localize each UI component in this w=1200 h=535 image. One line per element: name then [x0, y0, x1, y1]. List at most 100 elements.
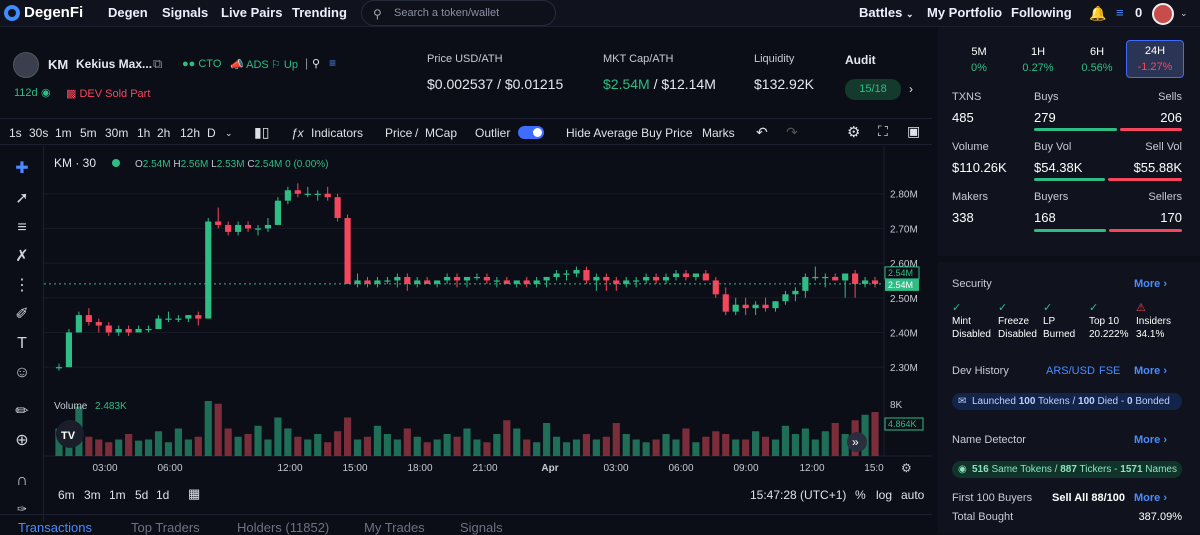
- redo-icon[interactable]: ↷: [786, 124, 798, 140]
- pattern-icon[interactable]: ✗: [15, 248, 29, 265]
- volume-bar: [821, 431, 829, 456]
- interval-1s[interactable]: 1s: [9, 126, 22, 140]
- nav-live-pairs[interactable]: Live Pairs: [221, 5, 283, 20]
- check-icon: ✓: [1043, 302, 1053, 314]
- ruler-icon[interactable]: ✏: [15, 403, 29, 420]
- period-24h[interactable]: 24H -1.27%: [1126, 40, 1184, 78]
- mcap-toggle[interactable]: MCap: [425, 126, 458, 140]
- dev-history-more-button[interactable]: More ›: [1134, 365, 1168, 377]
- pencil-lock-icon[interactable]: ✑: [16, 502, 28, 516]
- interval-1h[interactable]: 1h: [137, 126, 151, 140]
- volume-bar: [254, 425, 262, 456]
- price-chart[interactable]: 2.80M 2.70M 2.60M 2.50M 2.40M 2.30M 2.54M 2.54M…: [44, 146, 932, 482]
- date-range-icon[interactable]: ▦: [188, 486, 201, 501]
- crosshair-icon[interactable]: ✚: [15, 160, 29, 177]
- first100-more-button[interactable]: More ›: [1134, 492, 1168, 504]
- camera-icon[interactable]: ▣: [907, 123, 921, 139]
- range-1m[interactable]: 1m: [109, 488, 126, 502]
- period-1h[interactable]: 1H 0.27%: [1009, 42, 1067, 93]
- volume-bar: [582, 434, 591, 456]
- outlier-toggle[interactable]: [518, 126, 544, 139]
- ads-badge[interactable]: 📣 ADS: [230, 59, 269, 71]
- auto-scale-button[interactable]: auto: [901, 488, 925, 502]
- up-badge[interactable]: ⚐ Up: [271, 59, 298, 71]
- trendline-icon[interactable]: ➚: [15, 190, 29, 207]
- search-icon[interactable]: ⚲: [312, 58, 321, 70]
- nav-degen[interactable]: Degen: [108, 5, 148, 20]
- security-item-label: Freeze: [998, 316, 1030, 327]
- emoji-icon[interactable]: ☺: [13, 364, 31, 381]
- candle-body: [623, 280, 630, 284]
- bell-icon[interactable]: 🔔: [1089, 5, 1107, 21]
- range-1d[interactable]: 1d: [156, 488, 170, 502]
- gear-icon[interactable]: ⚙: [847, 124, 861, 141]
- interval-30m[interactable]: 30m: [105, 126, 129, 140]
- volume-value: $110.26K: [952, 160, 1007, 175]
- wallet-balance: 0: [1135, 5, 1143, 20]
- period-5m[interactable]: 5M 0%: [950, 42, 1008, 93]
- log-scale-button[interactable]: log: [876, 488, 893, 502]
- app-logo[interactable]: DegenFi: [4, 4, 83, 21]
- user-avatar[interactable]: [1152, 3, 1174, 25]
- makers-value: 338: [952, 210, 974, 225]
- nav-signals[interactable]: Signals: [162, 5, 209, 20]
- marks-button[interactable]: Marks: [702, 126, 735, 140]
- search-input[interactable]: ⚲ Search a token/wallet: [361, 0, 556, 26]
- chevron-down-icon[interactable]: ⌄: [1180, 8, 1188, 18]
- brush-icon[interactable]: ✐: [15, 306, 29, 323]
- dev-token-ars[interactable]: ARS/USD: [1046, 365, 1095, 377]
- tab-transactions[interactable]: Transactions: [18, 520, 92, 535]
- fx-icon[interactable]: ƒx: [291, 126, 304, 140]
- nav-following[interactable]: Following: [1011, 5, 1072, 20]
- interval-2h[interactable]: 2h: [157, 126, 171, 140]
- nav-trending[interactable]: Trending: [292, 5, 347, 20]
- scroll-right-button[interactable]: [847, 432, 867, 452]
- chevrons-right-icon: »: [852, 435, 859, 449]
- list-icon[interactable]: ≡: [329, 56, 337, 70]
- magnet-icon[interactable]: ∩: [16, 472, 28, 489]
- audit-score[interactable]: 15/18: [845, 79, 901, 100]
- menu-icon[interactable]: ≡: [1116, 5, 1124, 20]
- interval-5m[interactable]: 5m: [80, 126, 97, 140]
- text-icon[interactable]: T: [17, 335, 27, 352]
- zoom-icon[interactable]: ⊕: [15, 432, 29, 449]
- indicators-button[interactable]: Indicators: [311, 126, 364, 140]
- more-label: More: [1134, 492, 1161, 504]
- interval-1m[interactable]: 1m: [55, 126, 72, 140]
- fib-icon[interactable]: ⋮: [14, 277, 30, 294]
- tab-signals[interactable]: Signals: [460, 520, 503, 535]
- interval-12h[interactable]: 12h: [180, 126, 201, 140]
- candle-body: [842, 273, 849, 281]
- price-toggle[interactable]: Price: [385, 126, 413, 140]
- dev-token-fse[interactable]: FSE: [1099, 365, 1121, 377]
- chevron-down-icon[interactable]: ⌄: [225, 128, 233, 138]
- range-6m[interactable]: 6m: [58, 488, 75, 502]
- chart-bottom-bar: 6m 3m 1m 5d 1d ▦ 15:47:28 (UTC+1) % log …: [44, 482, 932, 508]
- volume-bar: [463, 428, 471, 456]
- interval-30s[interactable]: 30s: [29, 126, 49, 140]
- period-6h[interactable]: 6H 0.56%: [1068, 42, 1126, 93]
- name-detector-more-button[interactable]: More ›: [1134, 434, 1168, 446]
- range-3m[interactable]: 3m: [84, 488, 101, 502]
- candle-type-icon[interactable]: ▮▯: [254, 124, 270, 140]
- cto-badge[interactable]: ●● CTO: [182, 58, 222, 70]
- copy-icon[interactable]: ⧉: [153, 56, 163, 71]
- undo-icon[interactable]: ↶: [756, 124, 768, 140]
- percent-scale-button[interactable]: %: [855, 488, 866, 502]
- tokens-label: Tokens /: [1038, 396, 1076, 407]
- candle-body: [812, 276, 819, 279]
- tab-top-traders[interactable]: Top Traders: [131, 520, 200, 535]
- volume-bar: [702, 436, 710, 456]
- range-5d[interactable]: 5d: [135, 488, 149, 502]
- horizontal-lines-icon[interactable]: ≡: [17, 219, 27, 236]
- volume-bar: [95, 439, 103, 456]
- hide-avg-buy-price-button[interactable]: Hide Average Buy Price: [566, 126, 693, 140]
- chevron-right-icon[interactable]: ›: [909, 82, 913, 96]
- battles-menu[interactable]: Battles ⌄: [859, 5, 914, 20]
- fullscreen-icon[interactable]: ⛶: [878, 123, 888, 139]
- interval-d[interactable]: D: [207, 126, 216, 140]
- nav-my-portfolio[interactable]: My Portfolio: [927, 5, 1003, 20]
- tab-my-trades[interactable]: My Trades: [364, 520, 425, 535]
- tab-holders[interactable]: Holders (11852): [237, 520, 330, 535]
- security-more-button[interactable]: More ›: [1134, 278, 1168, 290]
